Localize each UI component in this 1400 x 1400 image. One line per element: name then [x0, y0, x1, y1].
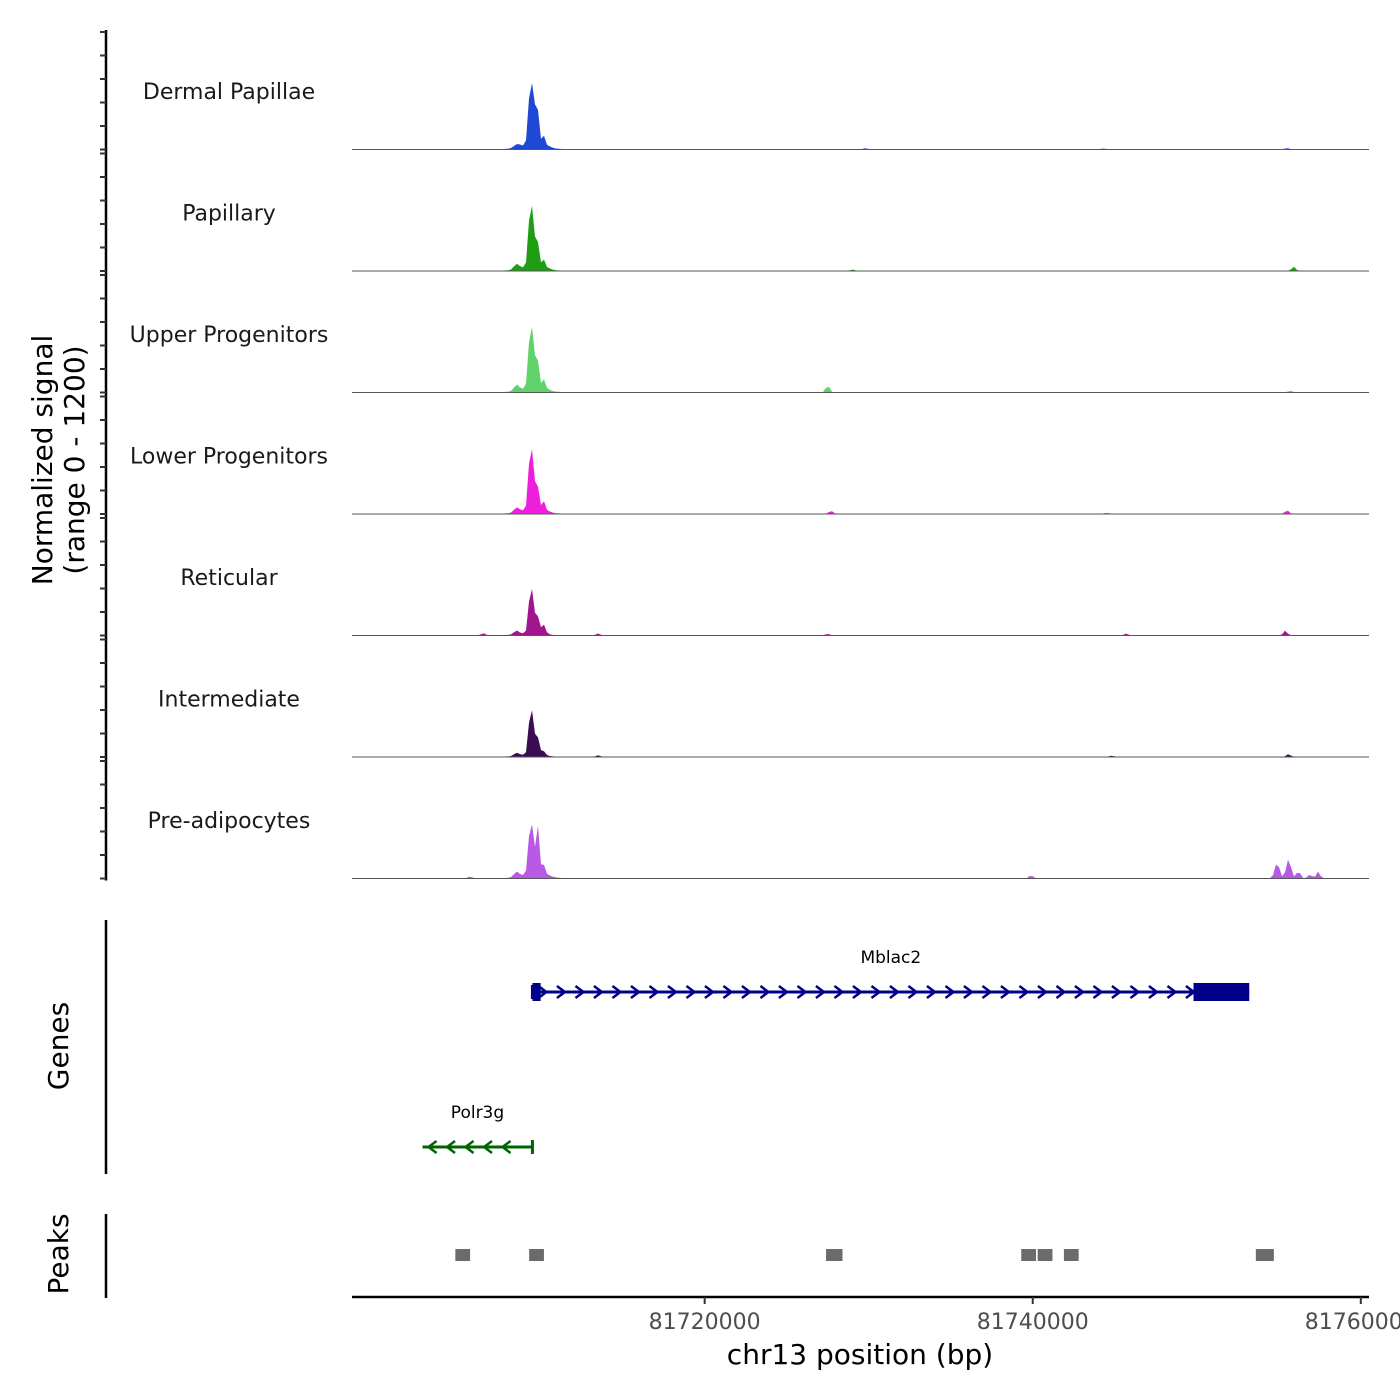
x-tick-label: 81740000	[977, 1310, 1089, 1335]
coverage-signal-area	[352, 205, 1369, 271]
strand-chevron	[685, 985, 697, 999]
peak-region	[1063, 1249, 1079, 1261]
strand-chevron	[481, 1140, 493, 1154]
coverage-track: Intermediate	[158, 688, 1369, 758]
x-tick-label: 81720000	[649, 1310, 761, 1335]
track-label: Dermal Papillae	[143, 80, 315, 105]
strand-chevron	[556, 985, 568, 999]
strand-chevron	[611, 985, 623, 999]
coverage-track: Upper Progenitors	[130, 323, 1369, 393]
gene-label: Polr3g	[451, 1103, 504, 1123]
strand-chevron	[593, 985, 605, 999]
strand-chevron	[981, 985, 993, 999]
coverage-tracks: Dermal Papillae Papillary Upper Progenitor…	[130, 80, 1369, 879]
track-y-axes	[100, 30, 108, 1298]
track-label: Intermediate	[158, 688, 300, 713]
strand-chevron	[463, 1140, 475, 1154]
coverage-signal-area	[352, 327, 1369, 393]
track-label: Upper Progenitors	[130, 323, 329, 348]
strand-chevron	[741, 985, 753, 999]
coverage-track: Papillary	[182, 202, 1369, 272]
strand-chevron	[963, 985, 975, 999]
track-label: Papillary	[182, 202, 276, 227]
strand-chevron	[1074, 985, 1086, 999]
gene-label: Mblac2	[860, 948, 921, 968]
strand-chevron	[667, 985, 679, 999]
coverage-track: Pre-adipocytes	[148, 809, 1369, 879]
y-axis-title-line2: (range 0 - 1200)	[58, 345, 91, 574]
strand-chevron	[537, 985, 549, 999]
strand-chevron	[833, 985, 845, 999]
strand-chevron	[778, 985, 790, 999]
track-label: Pre-adipocytes	[148, 809, 311, 834]
strand-chevron	[648, 985, 660, 999]
peak-region	[455, 1249, 471, 1261]
strand-chevron	[1000, 985, 1012, 999]
peaks-axis-title: Peaks	[42, 1213, 75, 1294]
coverage-track: Lower Progenitors	[130, 445, 1369, 515]
strand-chevron	[759, 985, 771, 999]
strand-chevron	[444, 1140, 456, 1154]
x-axis-title: chr13 position (bp)	[727, 1338, 993, 1371]
coverage-track: Reticular	[180, 566, 1369, 636]
strand-chevron	[796, 985, 808, 999]
exon-block	[1193, 983, 1250, 1001]
strand-chevron	[1166, 985, 1178, 999]
strand-chevron	[926, 985, 938, 999]
strand-chevron	[815, 985, 827, 999]
strand-chevron	[889, 985, 901, 999]
gene-model: Mblac2	[530, 948, 1250, 1001]
strand-chevron	[1055, 985, 1067, 999]
peak-region	[1255, 1249, 1274, 1261]
strand-chevron	[1129, 985, 1141, 999]
strand-chevron	[500, 1140, 512, 1154]
strand-chevron	[944, 985, 956, 999]
strand-chevron	[722, 985, 734, 999]
strand-chevron	[852, 985, 864, 999]
genes-axis-title: Genes	[42, 1002, 75, 1090]
peak-region	[826, 1249, 843, 1261]
strand-chevron	[1037, 985, 1049, 999]
track-label: Lower Progenitors	[130, 445, 328, 470]
strand-chevron	[574, 985, 586, 999]
x-axis: 81720000 81740000 81760000	[352, 1295, 1400, 1335]
coverage-signal-area	[352, 824, 1369, 879]
peak-region	[1021, 1249, 1037, 1261]
coverage-signal-area	[352, 588, 1369, 636]
gene-model: Polr3g	[422, 1103, 534, 1154]
strand-chevron	[870, 985, 882, 999]
coverage-track: Dermal Papillae	[143, 80, 1369, 150]
coverage-signal-area	[352, 83, 1369, 150]
gene-track: Mblac2 Polr3g	[422, 948, 1250, 1154]
strand-chevron	[1148, 985, 1160, 999]
peak-track	[455, 1249, 1274, 1261]
exon-block	[532, 983, 541, 1001]
x-tick-label: 81760000	[1305, 1310, 1400, 1335]
strand-chevron	[704, 985, 716, 999]
track-label: Reticular	[180, 566, 278, 591]
y-axis-title-line1: Normalized signal	[26, 335, 59, 586]
coverage-signal-area	[352, 710, 1369, 757]
strand-chevron	[1092, 985, 1104, 999]
strand-chevron	[1018, 985, 1030, 999]
coverage-signal-area	[352, 449, 1369, 514]
peak-region	[1037, 1249, 1053, 1261]
strand-chevron	[630, 985, 642, 999]
strand-chevron	[907, 985, 919, 999]
strand-chevron	[426, 1140, 438, 1154]
peak-region	[529, 1249, 544, 1261]
strand-chevron	[1111, 985, 1123, 999]
